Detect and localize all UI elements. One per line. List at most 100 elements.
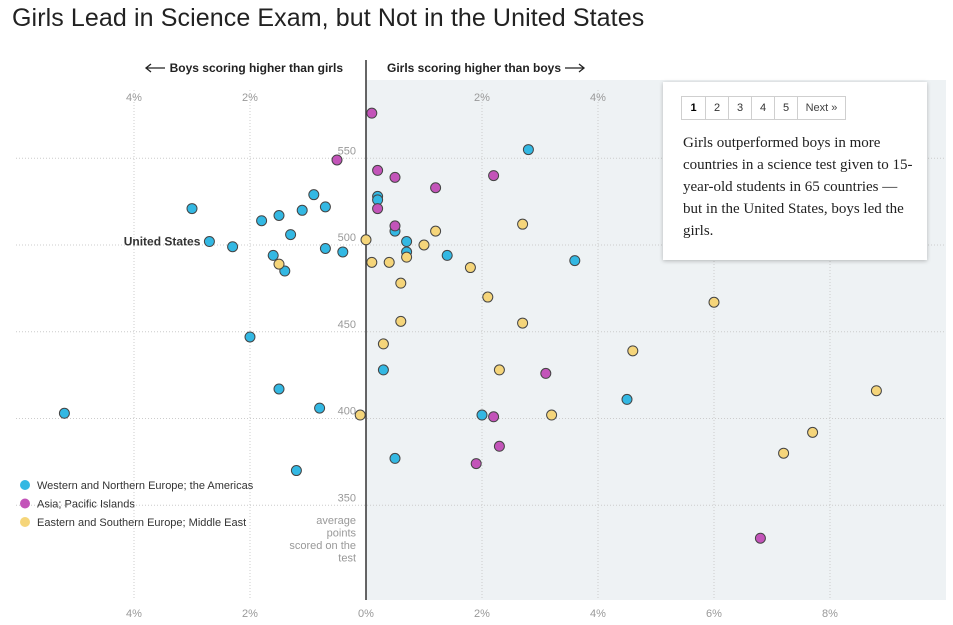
point-eastern bbox=[546, 409, 558, 421]
point-eastern bbox=[778, 447, 790, 459]
point-western bbox=[186, 203, 198, 215]
y-axis-title-line: average bbox=[316, 515, 356, 527]
legend-swatch-asia bbox=[20, 498, 30, 509]
point-eastern bbox=[430, 225, 442, 237]
point-western bbox=[389, 452, 401, 464]
top-tick-label: 4% bbox=[126, 92, 142, 104]
point-western bbox=[319, 242, 331, 254]
top-tick-label: 2% bbox=[242, 92, 258, 104]
point-eastern bbox=[482, 291, 494, 303]
point-western bbox=[58, 407, 70, 419]
pager: 1 2 3 4 5 Next » bbox=[681, 96, 846, 120]
data-points bbox=[58, 107, 882, 544]
point-asia bbox=[540, 367, 552, 379]
point-eastern bbox=[493, 364, 505, 376]
point-eastern bbox=[354, 409, 366, 421]
point-western bbox=[273, 210, 285, 222]
page-3-button[interactable]: 3 bbox=[728, 97, 751, 119]
page-5-button[interactable]: 5 bbox=[774, 97, 797, 119]
top-tick-label: 2% bbox=[474, 92, 490, 104]
point-western bbox=[227, 241, 239, 253]
point-western bbox=[337, 246, 349, 258]
point-western bbox=[621, 393, 633, 405]
point-western bbox=[476, 409, 488, 421]
point-eastern bbox=[418, 239, 430, 251]
right-arrowhead-icon bbox=[578, 63, 586, 73]
page-2-button[interactable]: 2 bbox=[705, 97, 728, 119]
point-western bbox=[290, 465, 302, 477]
top-x-ticks: 4% 2% 2% 4% bbox=[126, 92, 606, 104]
point-western bbox=[285, 229, 297, 241]
point-western bbox=[244, 331, 256, 343]
y-axis-title-line: test bbox=[338, 553, 356, 565]
info-panel: 1 2 3 4 5 Next » Girls outperformed boys… bbox=[663, 82, 927, 260]
panel-description: Girls outperformed boys in more countrie… bbox=[683, 135, 913, 239]
y-tick-label: 400 bbox=[338, 406, 356, 418]
point-eastern bbox=[870, 385, 882, 397]
point-eastern bbox=[807, 426, 819, 438]
point-eastern bbox=[377, 338, 389, 350]
point-western bbox=[203, 236, 215, 248]
point-asia bbox=[493, 440, 505, 452]
bottom-tick-label: 2% bbox=[474, 608, 490, 620]
chart-title: Girls Lead in Science Exam, but Not in t… bbox=[12, 4, 645, 32]
page-1-button[interactable]: 1 bbox=[682, 97, 705, 119]
bottom-tick-label: 8% bbox=[822, 608, 838, 620]
legend-label-western: Western and Northern Europe; the America… bbox=[37, 480, 254, 492]
point-western bbox=[569, 255, 581, 267]
point-western bbox=[377, 364, 389, 376]
point-eastern bbox=[517, 218, 529, 230]
point-eastern bbox=[708, 296, 720, 308]
bottom-tick-label: 6% bbox=[706, 608, 722, 620]
point-western bbox=[314, 402, 326, 414]
point-eastern bbox=[395, 315, 407, 327]
point-asia bbox=[488, 170, 500, 182]
point-asia bbox=[372, 164, 384, 176]
point-asia bbox=[754, 532, 766, 544]
direction-label-girls: Girls scoring higher than boys bbox=[387, 61, 561, 75]
point-eastern bbox=[383, 256, 395, 268]
bottom-tick-label: 0% bbox=[358, 608, 374, 620]
legend-swatch-western bbox=[20, 480, 30, 490]
next-button[interactable]: Next » bbox=[797, 97, 845, 119]
y-tick-label: 350 bbox=[338, 492, 356, 504]
annotations: United States bbox=[124, 235, 201, 249]
point-eastern bbox=[401, 251, 413, 263]
bottom-tick-label: 4% bbox=[590, 608, 606, 620]
point-western bbox=[522, 144, 534, 156]
point-asia bbox=[389, 220, 401, 232]
point-western bbox=[296, 204, 308, 216]
direction-labels: Boys scoring higher than girls Girls sco… bbox=[144, 61, 586, 75]
top-tick-label: 4% bbox=[590, 92, 606, 104]
bottom-tick-label: 2% bbox=[242, 608, 258, 620]
y-tick-label: 550 bbox=[338, 145, 356, 157]
point-western bbox=[273, 383, 285, 395]
point-western bbox=[441, 249, 453, 261]
y-tick-label: 500 bbox=[338, 232, 356, 244]
point-western bbox=[308, 189, 320, 201]
page-4-button[interactable]: 4 bbox=[751, 97, 774, 119]
point-eastern bbox=[627, 345, 639, 357]
legend-label-eastern: Eastern and Southern Europe; Middle East bbox=[37, 517, 246, 529]
point-eastern bbox=[464, 262, 476, 274]
point-eastern bbox=[395, 277, 407, 289]
point-eastern bbox=[366, 256, 378, 268]
y-tick-label: 450 bbox=[338, 319, 356, 331]
point-asia bbox=[372, 203, 384, 215]
point-asia bbox=[331, 154, 343, 166]
point-western bbox=[401, 236, 413, 248]
point-eastern bbox=[273, 258, 285, 270]
point-asia bbox=[470, 458, 482, 470]
point-eastern bbox=[360, 234, 372, 246]
bottom-tick-label: 4% bbox=[126, 608, 142, 620]
direction-label-boys: Boys scoring higher than girls bbox=[170, 61, 344, 75]
y-axis-ticks: 350 400 450 500 550 bbox=[338, 145, 356, 504]
left-arrowhead-icon bbox=[144, 63, 152, 73]
point-eastern bbox=[517, 317, 529, 329]
point-western bbox=[279, 265, 291, 277]
point-asia bbox=[366, 107, 378, 119]
legend: Western and Northern Europe; the America… bbox=[20, 480, 254, 529]
point-western bbox=[256, 215, 268, 227]
y-axis-title-line: scored on the bbox=[289, 540, 356, 552]
